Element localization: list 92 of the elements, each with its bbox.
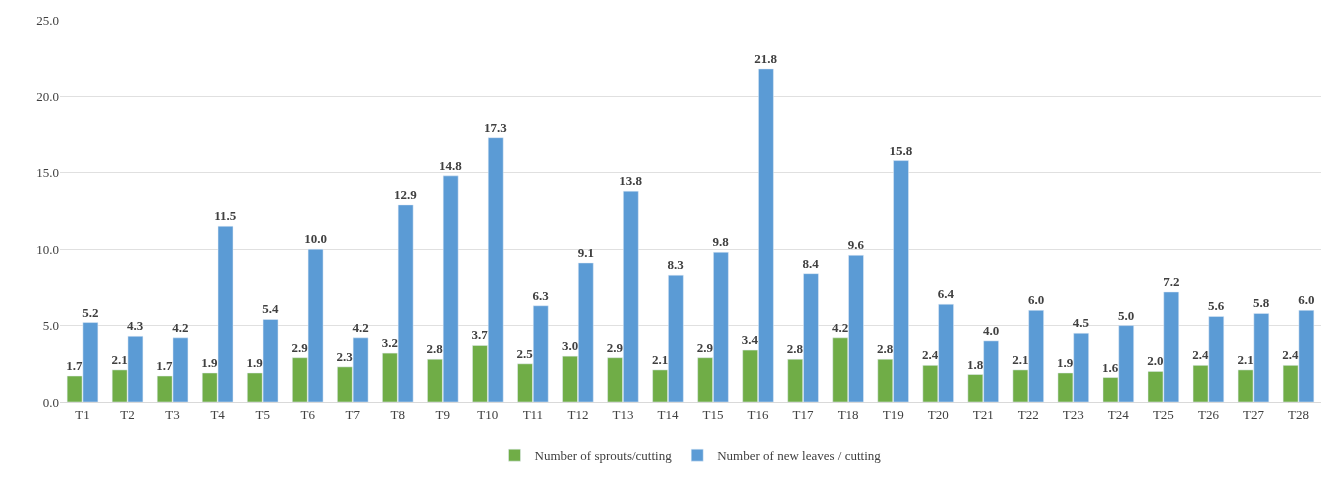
- data-label: 21.8: [754, 50, 778, 66]
- data-label: 5.2: [82, 304, 99, 320]
- data-label: 4.2: [832, 319, 849, 335]
- data-label: 5.0: [1118, 307, 1135, 323]
- y-tick-label: 5.0: [42, 318, 59, 334]
- data-label: 2.8: [786, 341, 804, 357]
- data-label: 4.2: [352, 319, 369, 335]
- x-tick-label: T21: [972, 406, 994, 422]
- x-tick-label: T23: [1062, 406, 1084, 422]
- data-label: 2.4: [921, 347, 939, 363]
- data-label: 12.9: [394, 186, 418, 202]
- data-label: 2.9: [291, 339, 309, 355]
- data-label: 4.0: [982, 322, 1000, 338]
- data-label: 2.3: [336, 348, 354, 364]
- data-label: 7.2: [1163, 273, 1180, 289]
- data-label: 10.0: [304, 231, 327, 247]
- x-tick-label: T7: [345, 406, 361, 422]
- data-label: 2.9: [696, 339, 714, 355]
- x-tick-label: T15: [702, 406, 724, 422]
- data-label: 3.7: [471, 327, 489, 343]
- x-tick-label: T26: [1197, 406, 1220, 422]
- x-tick-label: T4: [210, 406, 226, 422]
- x-tick-label: T20: [927, 406, 949, 422]
- x-tick-label: T5: [255, 406, 270, 422]
- data-label: 1.7: [66, 358, 84, 374]
- x-tick-label: T19: [882, 406, 904, 422]
- data-label: 2.0: [1147, 353, 1164, 369]
- x-tick-label: T9: [435, 406, 451, 422]
- data-label: 2.8: [426, 341, 444, 357]
- data-label: 5.6: [1207, 298, 1225, 314]
- data-label: 9.6: [847, 237, 865, 253]
- x-tick-label: T17: [792, 406, 815, 422]
- data-label: 14.8: [439, 157, 463, 173]
- data-label: 2.1: [1012, 351, 1029, 367]
- data-label: 15.8: [889, 142, 913, 158]
- y-tick-label: 25.0: [36, 12, 59, 28]
- data-label: 6.0: [1298, 292, 1315, 308]
- data-label: 8.3: [667, 257, 685, 273]
- x-tick-label: T1: [75, 406, 90, 422]
- data-label: 1.9: [201, 354, 219, 370]
- data-label: 2.1: [111, 351, 128, 367]
- x-tick-label: T25: [1152, 406, 1174, 422]
- data-label: 3.4: [741, 332, 759, 348]
- x-tick-label: T3: [165, 406, 180, 422]
- data-label: 6.4: [937, 286, 955, 302]
- legend-label: Number of new leaves / cutting: [717, 448, 882, 464]
- x-tick-label: T18: [837, 406, 859, 422]
- x-tick-label: T11: [522, 406, 544, 422]
- data-label: 6.0: [1028, 292, 1045, 308]
- data-label: 6.3: [532, 287, 550, 303]
- data-label: 8.4: [802, 255, 820, 271]
- data-label: 1.6: [1102, 359, 1119, 375]
- data-label: 4.2: [172, 319, 189, 335]
- x-tick-label: T12: [567, 406, 589, 422]
- y-tick-label: 20.0: [36, 88, 59, 104]
- data-label: 17.3: [484, 119, 508, 135]
- y-tick-label: 10.0: [36, 241, 59, 257]
- data-label: 9.8: [712, 234, 730, 250]
- data-label: 1.9: [246, 354, 264, 370]
- x-tick-label: T13: [612, 406, 634, 422]
- data-label: 2.1: [651, 351, 669, 367]
- data-label: 1.8: [966, 356, 984, 372]
- data-label: 13.8: [619, 173, 643, 189]
- data-label: 5.4: [262, 301, 279, 317]
- x-tick-label: T24: [1107, 406, 1130, 422]
- data-label: 2.4: [1282, 347, 1299, 363]
- data-label: 1.7: [156, 358, 174, 374]
- legend-label: Number of sprouts/cutting: [534, 448, 673, 464]
- x-tick-label: T14: [657, 406, 679, 422]
- data-label: 4.3: [127, 318, 144, 334]
- x-tick-label: T22: [1017, 406, 1039, 422]
- x-tick-label: T28: [1288, 406, 1309, 422]
- data-label: 2.4: [1192, 347, 1209, 363]
- data-label: 5.8: [1252, 295, 1270, 311]
- x-tick-label: T2: [120, 406, 135, 422]
- data-label: 1.9: [1057, 354, 1074, 370]
- data-label: 3.2: [381, 335, 399, 351]
- x-tick-label: T6: [300, 406, 316, 422]
- data-label: 2.1: [1237, 351, 1254, 367]
- data-label: 2.5: [516, 345, 534, 361]
- y-tick-label: 0.0: [42, 394, 59, 410]
- x-tick-label: T8: [390, 406, 405, 422]
- x-tick-label: T16: [747, 406, 770, 422]
- x-tick-label: T27: [1242, 406, 1265, 422]
- y-tick-label: 15.0: [36, 165, 59, 181]
- data-label: 4.5: [1072, 315, 1090, 331]
- x-tick-label: T10: [477, 406, 499, 422]
- data-label: 3.0: [561, 338, 579, 354]
- data-label: 9.1: [577, 244, 594, 260]
- data-label: 2.8: [876, 341, 894, 357]
- data-label: 11.5: [214, 208, 237, 224]
- data-label: 2.9: [606, 339, 624, 355]
